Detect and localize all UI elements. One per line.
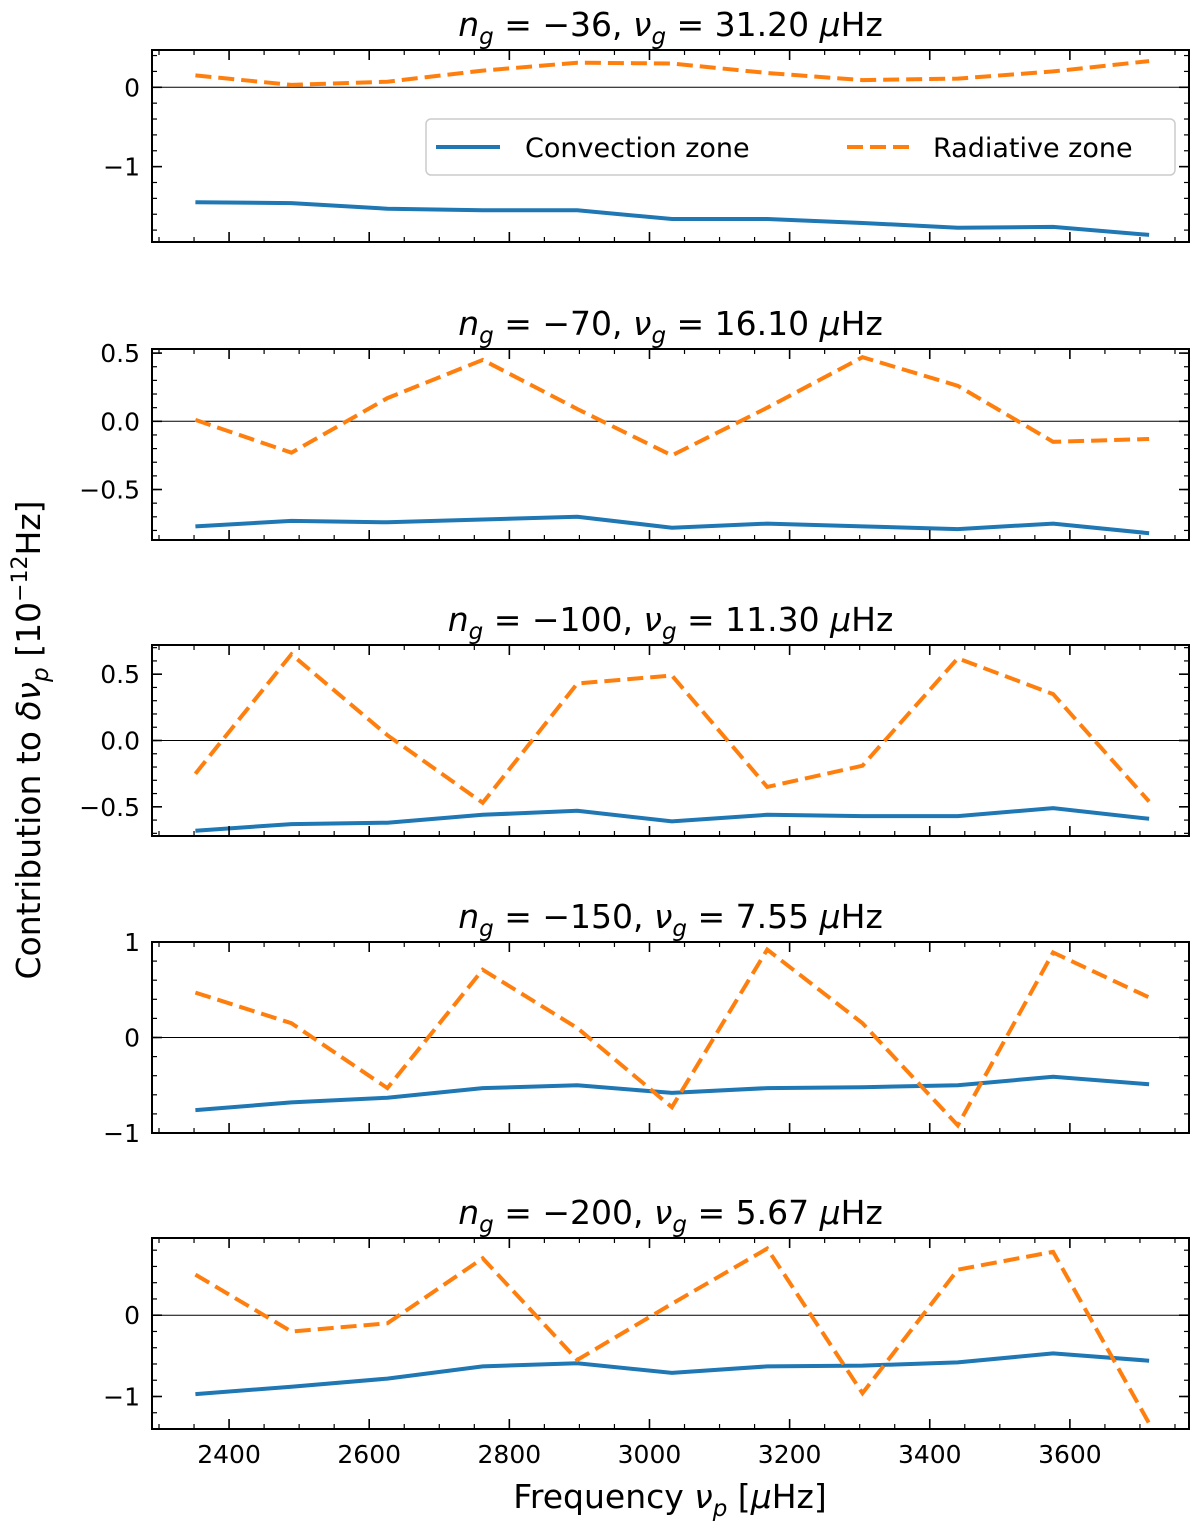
radiative-zone-line xyxy=(194,355,1150,458)
legend-box xyxy=(425,118,1176,176)
convection-zone-line xyxy=(195,1074,1150,1113)
panel-2: ng = −70, νg = 16.10 μHz 0.5 0.0 −0.5 xyxy=(79,304,1190,541)
x-tick-label: 2600 xyxy=(337,1440,401,1469)
panel-4: ng = −150, νg = 7.55 μHz 1 0 −1 xyxy=(103,897,1190,1148)
legend-label: Convection zone xyxy=(525,133,750,164)
y-tick-label: 0 xyxy=(124,1301,140,1330)
y-tick-label: 0.0 xyxy=(100,727,140,756)
legend: Convection zone Radiative zone xyxy=(425,118,1176,176)
x-tick-label: 2800 xyxy=(478,1440,542,1469)
convection-zone-line xyxy=(195,514,1150,536)
radiative-zone-line xyxy=(193,651,1151,806)
legend-label: Radiative zone xyxy=(933,133,1133,164)
radiative-zone-line xyxy=(195,59,1150,87)
x-tick-label: 3400 xyxy=(898,1440,962,1469)
y-tick-label: 0 xyxy=(124,1024,140,1053)
x-axis-label: Frequency νp [μHz] xyxy=(513,1477,826,1522)
axes-frame xyxy=(151,348,1190,541)
panel-1: ng = −36, νg = 31.20 μHz 0 −1 xyxy=(103,5,1190,243)
panels: ng = −36, νg = 31.20 μHz 0 −1 ng = −70, νg … xyxy=(79,5,1190,1469)
y-tick-label: −0.5 xyxy=(79,476,140,505)
y-tick-label: 1 xyxy=(124,928,140,957)
panel-3: ng = −100, νg = 11.30 μHz 0.5 0.0 −0.5 xyxy=(79,600,1190,837)
radiative-zone-line xyxy=(194,946,1150,1129)
axes-frame xyxy=(151,49,1190,243)
panel-5: ng = −200, νg = 5.67 μHz 0 −1 2400 2600 2800 3… xyxy=(103,1193,1190,1469)
y-tick-label: 0.0 xyxy=(100,407,140,436)
panel-title: ng = −150, νg = 7.55 μHz xyxy=(458,897,883,942)
convection-zone-line xyxy=(195,1351,1150,1397)
y-tick-label: 0.5 xyxy=(100,339,140,368)
y-tick-label: −0.5 xyxy=(79,793,140,822)
radiative-zone-line xyxy=(194,1245,1151,1425)
y-axis-label: Contribution to δνp [10−12Hz] xyxy=(8,500,54,979)
panel-title: ng = −100, νg = 11.30 μHz xyxy=(448,600,894,645)
y-tick-label: −1 xyxy=(103,1119,140,1148)
panel-title: ng = −200, νg = 5.67 μHz xyxy=(458,1193,883,1238)
panel-title: ng = −70, νg = 16.10 μHz xyxy=(458,304,883,349)
x-tick-label: 2400 xyxy=(197,1440,261,1469)
convection-zone-line xyxy=(195,806,1150,833)
x-tick-label: 3200 xyxy=(758,1440,822,1469)
x-tick-label: 3000 xyxy=(618,1440,682,1469)
x-tick-label: 3600 xyxy=(1038,1440,1102,1469)
axes-frame xyxy=(151,1237,1190,1430)
y-tick-label: −1 xyxy=(103,1382,140,1411)
y-tick-label: −1 xyxy=(103,153,140,182)
y-tick-label: 0.5 xyxy=(100,660,140,689)
y-tick-label: 0 xyxy=(124,73,140,102)
convection-zone-line xyxy=(195,200,1150,237)
panel-title: ng = −36, νg = 31.20 μHz xyxy=(458,5,883,50)
